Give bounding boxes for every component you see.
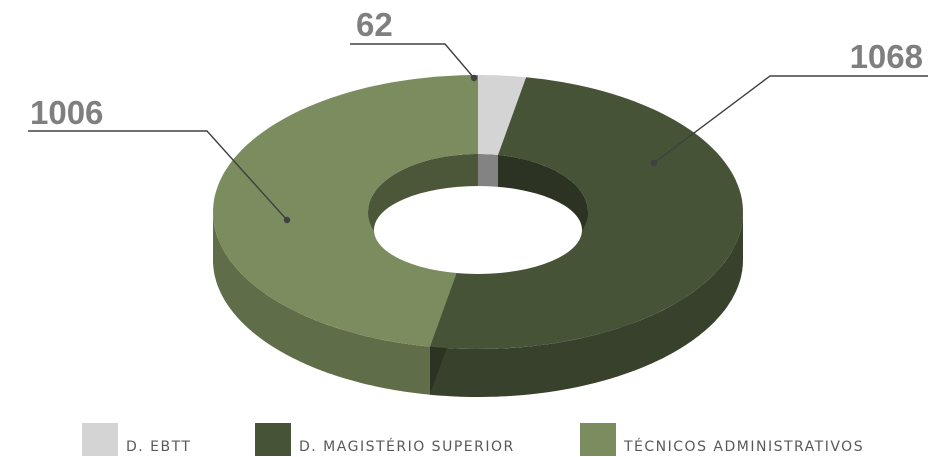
leader-line-2 — [28, 130, 288, 221]
slice-d-magist-rio-superior — [429, 77, 743, 350]
leader-dot-1 — [650, 159, 658, 167]
leader-line-0 — [350, 43, 475, 79]
legend-label-2: TÉCNICOS ADMINISTRATIVOS — [623, 438, 864, 455]
leader-dot-0 — [470, 74, 478, 82]
data-label-2: 1006 — [30, 94, 103, 131]
slice-d-ebtt — [478, 75, 527, 155]
legend: D. EBTT D. MAGISTÉRIO SUPERIOR TÉCNICOS AD… — [82, 423, 864, 456]
outer-wall-2 — [213, 212, 430, 395]
slice-t-cnicos-administrativos — [213, 75, 478, 347]
leader-lines — [28, 43, 928, 224]
outer-wall-1 — [429, 212, 743, 397]
legend-label-0: D. EBTT — [126, 439, 192, 455]
legend-swatch-0 — [82, 423, 118, 456]
data-labels: 62 1068 1006 — [30, 6, 923, 131]
data-label-0: 62 — [356, 6, 393, 43]
hole-center — [374, 186, 582, 274]
data-label-1: 1068 — [850, 38, 923, 75]
legend-swatch-2 — [580, 423, 616, 456]
leader-line-1 — [653, 75, 928, 164]
leader-dot-2 — [283, 216, 291, 224]
legend-swatch-1 — [255, 423, 291, 456]
doughnut-top-faces — [213, 75, 743, 350]
legend-label-1: D. MAGISTÉRIO SUPERIOR — [299, 438, 515, 455]
